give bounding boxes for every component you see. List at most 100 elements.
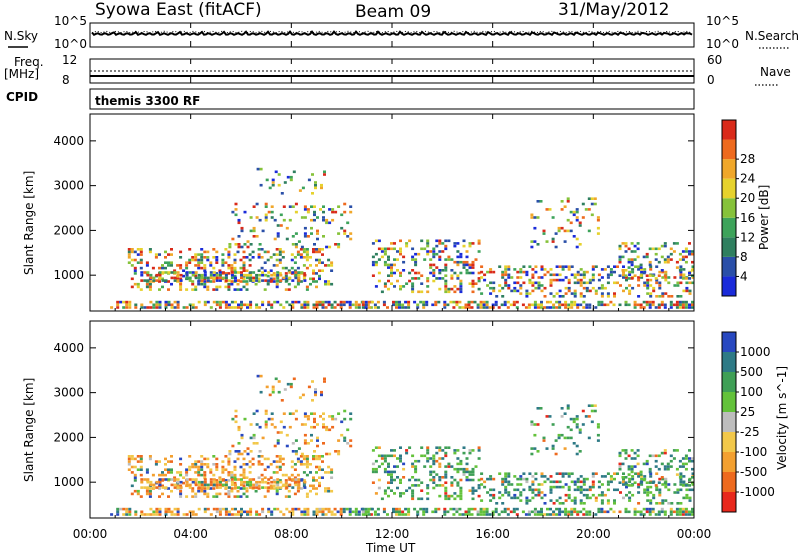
- power-cell: [227, 264, 231, 267]
- power-cell: [167, 303, 171, 307]
- power-cell: [321, 303, 325, 307]
- velocity-cell: [275, 489, 279, 493]
- power-cell: [373, 306, 377, 309]
- power-cell: [206, 279, 210, 282]
- power-cell: [631, 286, 635, 290]
- power-cell: [259, 167, 263, 171]
- power-cell: [441, 242, 445, 245]
- velocity-cell: [133, 465, 137, 469]
- power-cell: [279, 224, 283, 227]
- power-cell: [287, 269, 291, 272]
- power-cell: [597, 273, 601, 277]
- velocity-cell: [642, 478, 646, 482]
- power-cell: [570, 300, 574, 304]
- power-cell: [136, 261, 140, 264]
- velocity-cell: [622, 472, 625, 475]
- velocity-cell: [260, 463, 264, 466]
- velocity-cell: [270, 423, 274, 426]
- power-cell: [200, 258, 204, 262]
- power-cell: [455, 300, 459, 304]
- power-cell: [450, 269, 454, 272]
- power-cell: [432, 252, 436, 256]
- velocity-cell: [542, 436, 546, 440]
- velocity-cell: [337, 450, 341, 453]
- power-cell: [621, 255, 625, 259]
- velocity-cell: [155, 480, 159, 484]
- velocity-cell: [426, 492, 430, 495]
- power-cell: [328, 221, 332, 225]
- velocity-cell: [158, 460, 161, 463]
- velocity-cell: [579, 488, 583, 492]
- velocity-cell: [625, 493, 628, 497]
- power-cell: [600, 303, 604, 307]
- velocity-cell: [531, 496, 535, 500]
- power-cell: [167, 271, 171, 274]
- power-cell: [675, 260, 679, 264]
- power-cell: [313, 218, 316, 222]
- power-cell: [506, 306, 510, 309]
- power-cell: [170, 248, 173, 251]
- velocity-cell: [257, 460, 261, 463]
- power-cell: [477, 242, 481, 245]
- velocity-cell: [480, 472, 484, 475]
- velocity-cell: [252, 436, 256, 440]
- power-cell: [258, 218, 262, 222]
- power-cell: [582, 270, 586, 274]
- velocity-cell: [621, 462, 625, 466]
- velocity-cell: [462, 446, 466, 449]
- power-cell: [507, 276, 511, 279]
- velocity-cell: [337, 452, 341, 456]
- velocity-cell: [488, 513, 492, 516]
- velocity-cell: [516, 488, 520, 492]
- velocity-cell: [582, 493, 586, 497]
- power-cell: [596, 216, 600, 219]
- velocity-cell: [682, 475, 686, 478]
- velocity-cell: [203, 489, 207, 493]
- velocity-cell: [645, 507, 649, 511]
- velocity-cell: [603, 475, 607, 478]
- power-cell: [543, 295, 547, 298]
- power-cell: [246, 303, 249, 307]
- colorbar-segment: [722, 372, 736, 392]
- velocity-cell: [579, 491, 583, 494]
- power-cell: [631, 270, 635, 274]
- power-cell: [179, 266, 183, 270]
- power-cell: [587, 208, 591, 211]
- velocity-cell: [675, 467, 679, 471]
- power-cell: [447, 290, 451, 294]
- velocity-cell: [479, 510, 483, 514]
- power-cell: [479, 300, 483, 304]
- power-cell: [299, 253, 303, 256]
- power-cell: [176, 264, 180, 267]
- power-cell: [443, 303, 447, 307]
- velocity-cell: [578, 450, 582, 453]
- velocity-cell: [467, 513, 471, 516]
- power-cell: [279, 279, 283, 282]
- power-cell: [221, 253, 225, 256]
- power-cell: [303, 306, 307, 309]
- power-cell: [476, 306, 480, 309]
- power-cell: [327, 282, 331, 286]
- velocity-cell: [212, 507, 216, 511]
- power-cell: [182, 269, 186, 272]
- velocity-cell: [666, 462, 670, 466]
- velocity-cell: [691, 513, 694, 516]
- power-cell: [570, 273, 574, 277]
- velocity-cell: [303, 486, 307, 489]
- power-cell: [561, 268, 565, 271]
- velocity-cell: [447, 465, 451, 468]
- velocity-cell: [660, 507, 664, 511]
- velocity-cell: [432, 457, 436, 460]
- velocity-cell: [302, 463, 306, 466]
- power-cell: [688, 242, 691, 245]
- velocity-cell: [289, 382, 293, 386]
- power-cell: [287, 282, 291, 286]
- velocity-cell: [270, 480, 274, 484]
- power-cell: [215, 261, 219, 264]
- power-cell: [590, 213, 594, 217]
- power-cell: [579, 284, 583, 287]
- power-cell: [396, 279, 399, 283]
- power-cell: [575, 210, 579, 214]
- velocity-cell: [294, 417, 298, 421]
- velocity-cell: [224, 455, 228, 458]
